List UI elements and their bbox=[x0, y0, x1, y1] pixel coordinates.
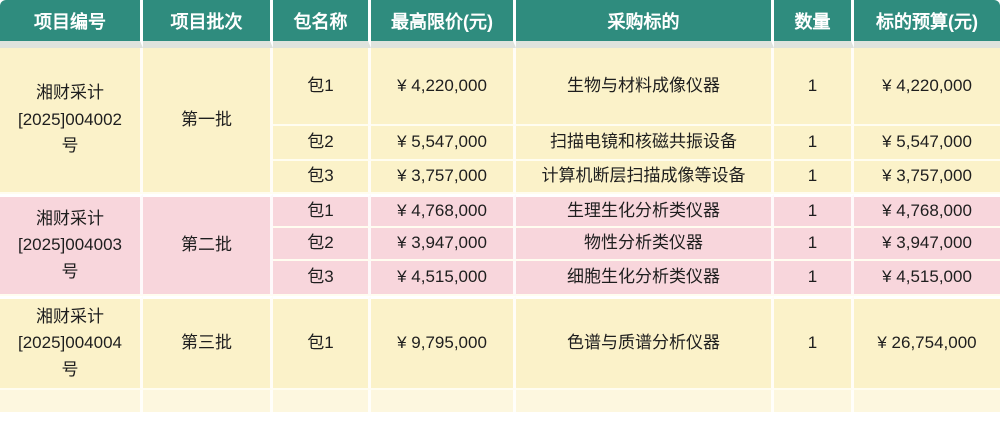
cell-max-price: ¥ 3,757,000 bbox=[371, 161, 516, 194]
cell-item: 计算机断层扫描成像等设备 bbox=[516, 161, 774, 194]
cell-budget: ¥ 4,515,000 bbox=[854, 261, 1000, 296]
table-row: 湘财采计[2025]004004号 第三批 包1 ¥ 9,795,000 色谱与… bbox=[0, 296, 1000, 390]
cell-batch: 第三批 bbox=[143, 296, 273, 390]
cell-package: 包3 bbox=[273, 161, 371, 194]
header-cell-batch: 项目批次 bbox=[143, 0, 273, 48]
cell-qty: 1 bbox=[774, 261, 854, 296]
cell-max-price: ¥ 9,795,000 bbox=[371, 296, 516, 390]
cell-item: 生物与材料成像仪器 bbox=[516, 48, 774, 126]
header-cell-qty: 数量 bbox=[774, 0, 854, 48]
cell-qty: 1 bbox=[774, 48, 854, 126]
cell-max-price: ¥ 3,947,000 bbox=[371, 228, 516, 261]
table-row: 包3 ¥ 4,515,000 细胞生化分析类仪器 1 ¥ 4,515,000 bbox=[0, 261, 1000, 296]
cell-package: 包2 bbox=[273, 228, 371, 261]
table-row: 包3 ¥ 3,757,000 计算机断层扫描成像等设备 1 ¥ 3,757,00… bbox=[0, 161, 1000, 194]
cell-qty: 1 bbox=[774, 126, 854, 161]
table-row-partial bbox=[0, 390, 1000, 412]
cell-project-no: 湘财采计[2025]004003号 bbox=[0, 194, 143, 296]
cell-max-price: ¥ 4,220,000 bbox=[371, 48, 516, 126]
cell-package: 包1 bbox=[273, 48, 371, 126]
cell-package: 包1 bbox=[273, 296, 371, 390]
cell-budget: ¥ 4,220,000 bbox=[854, 48, 1000, 126]
cell-qty: 1 bbox=[774, 161, 854, 194]
cell-batch: 第二批 bbox=[143, 194, 273, 296]
cell-batch: 第一批 bbox=[143, 48, 273, 194]
cell-budget: ¥ 3,757,000 bbox=[854, 161, 1000, 194]
cell-item: 细胞生化分析类仪器 bbox=[516, 261, 774, 296]
cell-package: 包2 bbox=[273, 126, 371, 161]
table-row: 湘财采计[2025]004003号 第二批 包1 ¥ 4,768,000 生理生… bbox=[0, 194, 1000, 296]
procurement-table: 项目编号 项目批次 包名称 最高限价(元) 采购标的 数量 标的预算(元) 湘财… bbox=[0, 0, 1000, 412]
cell-package: 包3 bbox=[273, 261, 371, 296]
cell-item: 生理生化分析类仪器 bbox=[516, 194, 774, 228]
cell-max-price: ¥ 5,547,000 bbox=[371, 126, 516, 161]
cell-qty: 1 bbox=[774, 194, 854, 228]
cell-budget: ¥ 3,947,000 bbox=[854, 228, 1000, 261]
header-cell-budget: 标的预算(元) bbox=[854, 0, 1000, 48]
header-cell-project-no: 项目编号 bbox=[0, 0, 143, 48]
cell-qty: 1 bbox=[774, 228, 854, 261]
cell-package: 包1 bbox=[273, 194, 371, 228]
cell-item: 色谱与质谱分析仪器 bbox=[516, 296, 774, 390]
cell-max-price: ¥ 4,515,000 bbox=[371, 261, 516, 296]
cell-max-price: ¥ 4,768,000 bbox=[371, 194, 516, 228]
cell-budget: ¥ 4,768,000 bbox=[854, 194, 1000, 228]
table-row: 包2 ¥ 3,947,000 物性分析类仪器 1 ¥ 3,947,000 bbox=[0, 228, 1000, 261]
table-row: 湘财采计[2025]004002号 第一批 包1 ¥ 4,220,000 生物与… bbox=[0, 48, 1000, 194]
cell-item: 扫描电镜和核磁共振设备 bbox=[516, 126, 774, 161]
cell-project-no: 湘财采计[2025]004004号 bbox=[0, 296, 143, 390]
table-row: 包2 ¥ 5,547,000 扫描电镜和核磁共振设备 1 ¥ 5,547,000 bbox=[0, 126, 1000, 161]
header-cell-package: 包名称 bbox=[273, 0, 371, 48]
cell-item: 物性分析类仪器 bbox=[516, 228, 774, 261]
header-cell-max-price: 最高限价(元) bbox=[371, 0, 516, 48]
cell-budget: ¥ 26,754,000 bbox=[854, 296, 1000, 390]
cell-budget: ¥ 5,547,000 bbox=[854, 126, 1000, 161]
cell-qty: 1 bbox=[774, 296, 854, 390]
header-row: 项目编号 项目批次 包名称 最高限价(元) 采购标的 数量 标的预算(元) bbox=[0, 0, 1000, 48]
header-cell-item: 采购标的 bbox=[516, 0, 774, 48]
cell-project-no: 湘财采计[2025]004002号 bbox=[0, 48, 143, 194]
